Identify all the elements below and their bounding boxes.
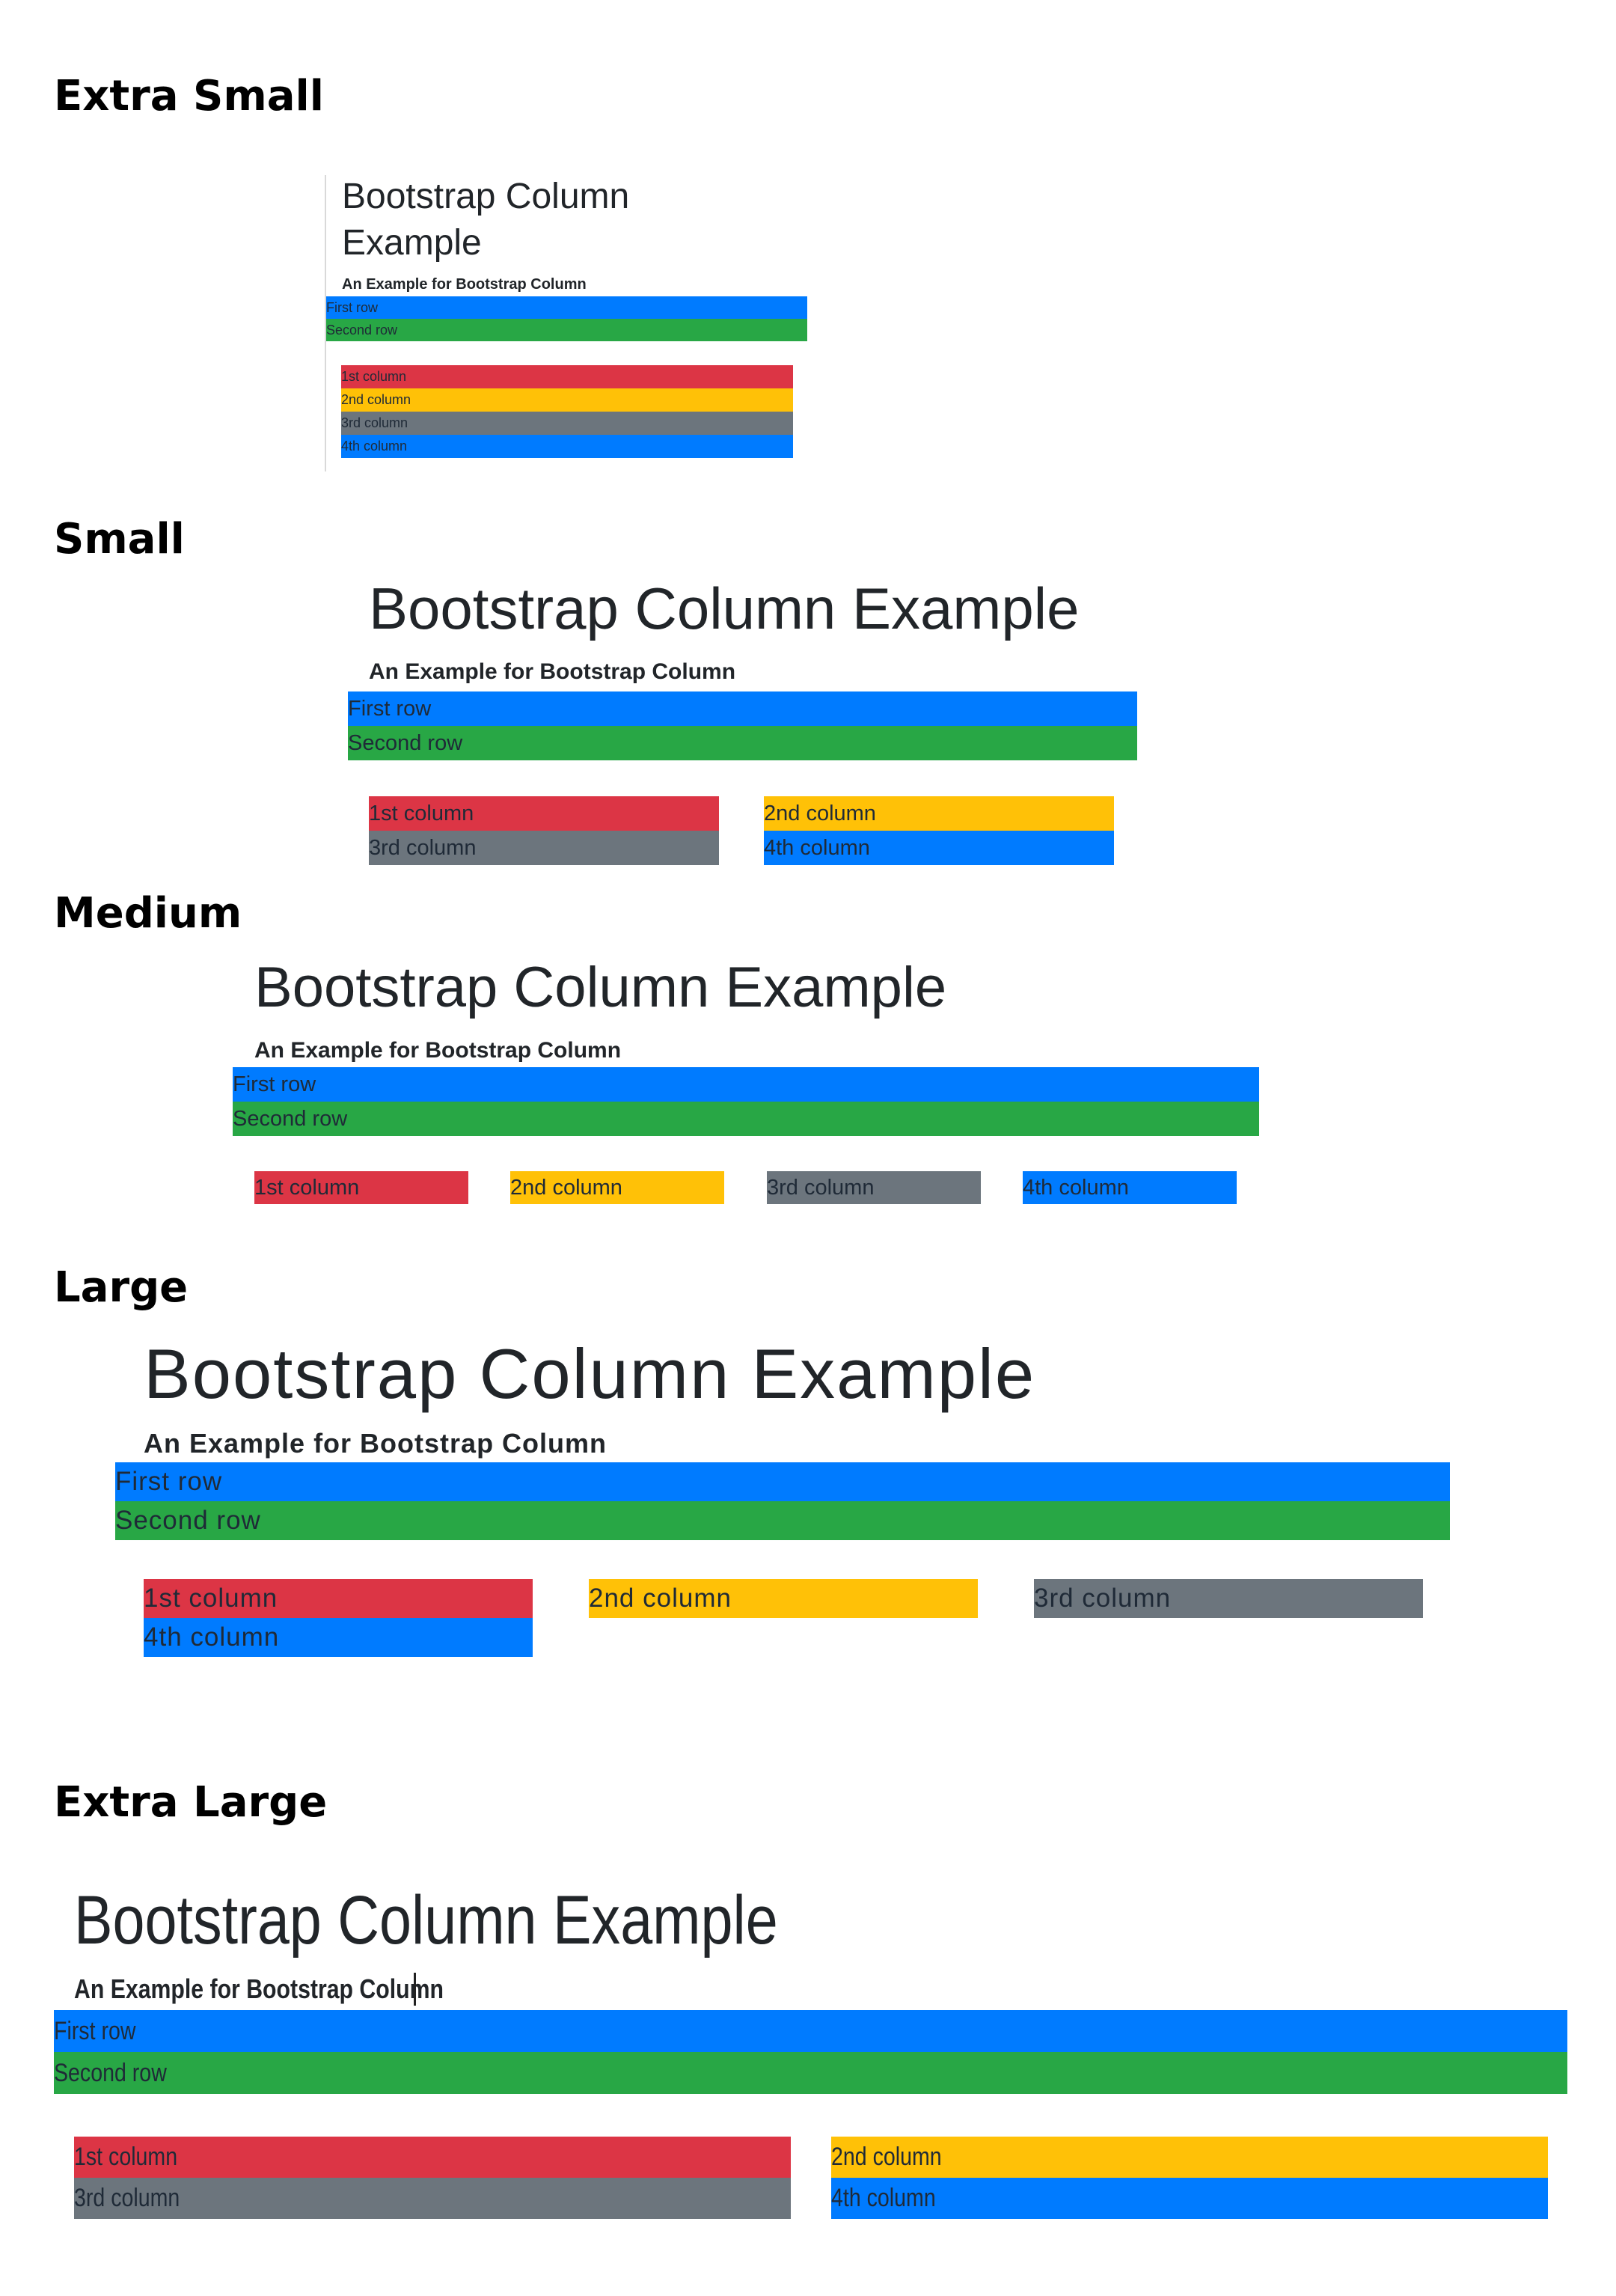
column-3-bar: 3rd column <box>369 831 719 865</box>
section-heading-small: Small <box>54 515 185 564</box>
column-1-bar: 1st column <box>254 1171 468 1204</box>
column-4-bar: 4th column <box>764 831 1114 865</box>
demo-subtitle-extra-large: An Example for Bootstrap Column <box>74 1973 444 2004</box>
column-2-bar: 2nd column <box>510 1171 724 1204</box>
column-2-bar: 2nd column <box>341 388 793 412</box>
column-3-bar: 3rd column <box>1034 1579 1423 1618</box>
column-3-bar: 3rd column <box>74 2178 791 2219</box>
first-row-bar: First row <box>348 691 1137 726</box>
first-row-bar: First row <box>54 2010 1567 2052</box>
second-row-label: Second row <box>54 2059 167 2087</box>
column-1-bar: 1st column <box>144 1579 533 1618</box>
column-2-bar: 2nd column <box>831 2137 1548 2178</box>
second-row-bar: Second row <box>326 319 807 341</box>
column-4-bar: 4th column <box>144 1618 533 1657</box>
second-row-bar: Second row <box>115 1501 1450 1540</box>
section-heading-extra-large: Extra Large <box>54 1778 328 1827</box>
column-2-bar: 2nd column <box>764 796 1114 831</box>
first-row-label: First row <box>54 2017 136 2045</box>
demo-subtitle-large: An Example for Bootstrap Column <box>144 1428 607 1459</box>
column-3-label: 3rd column <box>74 2184 180 2212</box>
column-3-bar: 3rd column <box>767 1171 981 1204</box>
section-heading-large: Large <box>54 1263 189 1312</box>
demo-title-medium: Bootstrap Column Example <box>254 956 947 1019</box>
demo-subtitle-extra-small: An Example for Bootstrap Column <box>342 276 587 293</box>
second-row-bar: Second row <box>233 1102 1259 1136</box>
column-3-bar: 3rd column <box>341 412 793 435</box>
first-row-bar: First row <box>233 1067 1259 1102</box>
demo-title-small: Bootstrap Column Example <box>369 575 1080 641</box>
demo-subtitle-small: An Example for Bootstrap Column <box>369 659 736 684</box>
demo-title-extra-large: Bootstrap Column Example <box>74 1882 778 1958</box>
text-cursor <box>414 1973 416 2006</box>
column-4-bar: 4th column <box>831 2178 1548 2219</box>
column-2-bar: 2nd column <box>589 1579 978 1618</box>
column-1-label: 1st column <box>74 2143 178 2171</box>
column-4-bar: 4th column <box>1023 1171 1237 1204</box>
first-row-bar: First row <box>326 296 807 319</box>
section-heading-medium: Medium <box>54 889 242 938</box>
column-4-bar: 4th column <box>341 435 793 458</box>
demo-title-extra-small: Bootstrap Column Example <box>342 177 630 263</box>
demo-subtitle-medium: An Example for Bootstrap Column <box>254 1038 622 1063</box>
column-4-label: 4th column <box>831 2184 936 2212</box>
second-row-bar: Second row <box>54 2052 1567 2094</box>
viewport-edge-divider <box>325 175 326 471</box>
column-2-label: 2nd column <box>831 2143 942 2171</box>
demo-title-large: Bootstrap Column Example <box>144 1334 1036 1413</box>
column-1-bar: 1st column <box>369 796 719 831</box>
second-row-bar: Second row <box>348 726 1137 760</box>
column-1-bar: 1st column <box>74 2137 791 2178</box>
column-1-bar: 1st column <box>341 365 793 388</box>
section-heading-extra-small: Extra Small <box>54 72 324 120</box>
first-row-bar: First row <box>115 1462 1450 1501</box>
